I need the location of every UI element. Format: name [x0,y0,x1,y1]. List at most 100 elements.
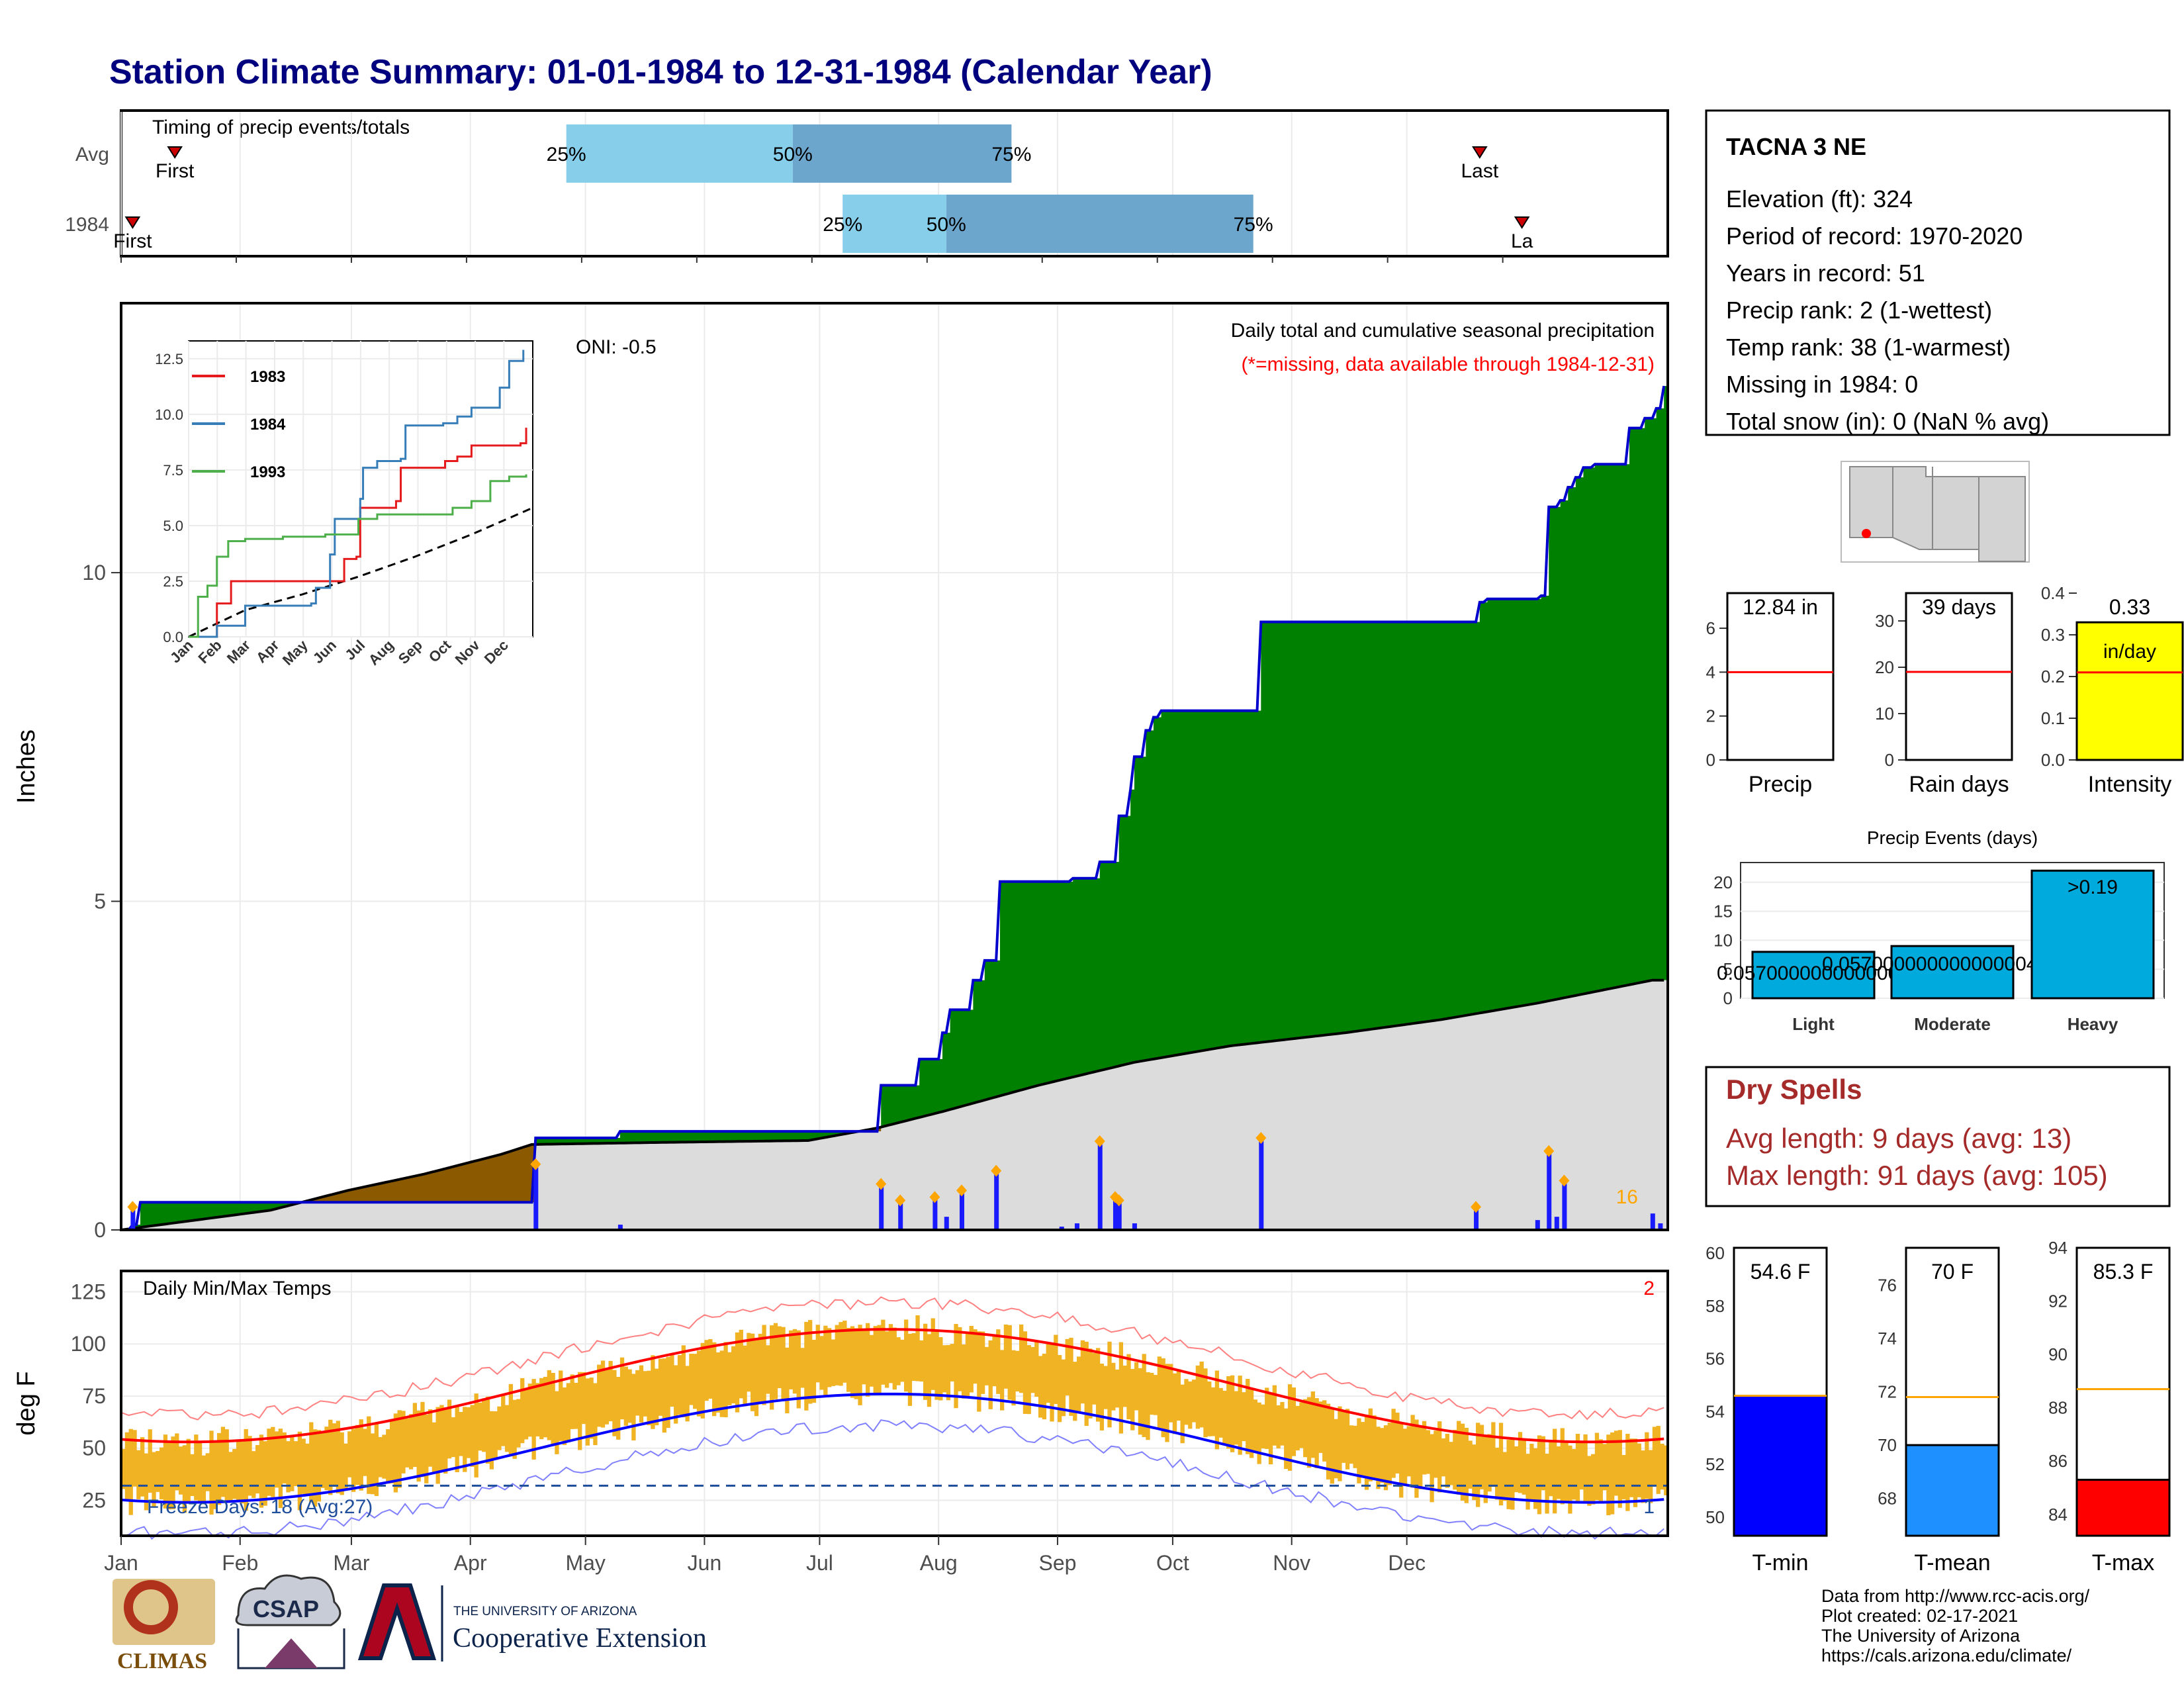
surplus-slice [1230,710,1235,1046]
average-fill-slice [900,1122,905,1230]
temp-value-bar [1905,1444,2000,1537]
surplus-slice [1349,622,1354,1033]
surplus-slice [1410,622,1415,1024]
surplus-slice [1326,622,1331,1035]
average-fill-slice [224,1216,229,1230]
surplus-slice [727,1131,732,1142]
deficit-slice [355,1188,360,1203]
daily-temp-bar [1015,1350,1020,1391]
surplus-slice [1299,622,1304,1039]
deficit-slice [527,1145,533,1203]
daily-temp-bar [681,1345,686,1418]
average-fill-slice [555,1144,559,1230]
precip-panel: 0 5 10 Daily total and cumulative seasonal… [13,302,1669,1242]
daily-temp-bar [1069,1337,1073,1416]
surplus-slice [167,1202,171,1224]
daily-temp-bar [393,1413,398,1493]
daily-temp-bar [1130,1369,1135,1430]
surplus-slice [190,1202,195,1221]
average-fill-slice [1476,1013,1480,1230]
temp-y-tick: 25 [82,1488,106,1512]
average-fill-slice [715,1141,721,1230]
daily-temp-bar [489,1411,494,1470]
daily-temp-bar [1084,1341,1089,1427]
surplus-slice [263,1202,267,1211]
record-min-line [120,1419,1664,1540]
temp-y-tick: 125 [71,1280,106,1303]
surplus-slice [1261,622,1265,1043]
daily-temp-bar [244,1429,248,1511]
daily-temp-bar [1126,1354,1131,1420]
daily-temp-bar [623,1366,628,1426]
daily-precip-bar [1547,1150,1552,1230]
average-fill-slice [1664,980,1668,1230]
page-title: Station Climate Summary: 01-01-1984 to 1… [109,53,1212,91]
average-fill-slice [1602,990,1607,1230]
average-fill-slice [597,1143,602,1230]
daily-temp-bar [923,1323,928,1400]
daily-temp-bar [723,1342,728,1418]
average-fill-slice [999,1096,1005,1230]
daily-temp-bar [1088,1348,1093,1419]
average-fill-slice [523,1202,529,1230]
average-fill-slice [1280,1040,1285,1230]
average-fill-slice [1391,1026,1396,1230]
temp-plot-bg [121,1271,1668,1536]
surplus-slice [543,1137,548,1145]
daily-temp-bar [919,1340,924,1382]
average-fill-slice [332,1202,337,1230]
surplus-slice [201,1202,206,1219]
surplus-slice [996,960,1001,1098]
daily-temp-bar [612,1370,617,1436]
daily-temp-bar [1172,1373,1177,1434]
daily-temp-bar [877,1325,882,1395]
temp-panel: 25 50 75 100 125 Daily Min/Max Temps 2 1 Fre… [13,1270,1669,1575]
average-fill-slice [1472,1014,1477,1230]
surplus-slice [1199,710,1204,1051]
average-fill-slice [1522,1006,1527,1230]
uofa-big-text: Cooperative Extension [453,1623,707,1654]
daily-temp-bar [839,1322,843,1386]
surplus-slice [1579,477,1584,995]
surplus-slice [731,1131,736,1142]
average-fill-slice [1406,1024,1412,1230]
daily-temp-bar [958,1327,962,1391]
average-cumulative-line [120,978,1664,1231]
daily-temp-bar [1203,1368,1208,1438]
surplus-slice [1430,622,1434,1021]
daily-temp-bar [927,1334,932,1407]
month-label: Jan [104,1551,138,1575]
average-fill-slice [639,1143,644,1230]
surplus-slice [666,1131,670,1143]
deficit-slice [443,1169,448,1203]
average-fill-slice [251,1213,256,1230]
deficit-slice [470,1162,475,1203]
daily-precip-marker [1113,1194,1124,1207]
daily-temp-bar [1617,1430,1622,1508]
surplus-slice [1095,878,1101,1072]
average-fill-slice [1126,1064,1131,1230]
average-fill-slice [527,1202,533,1230]
daily-temp-bar [312,1429,318,1507]
daily-temp-bar [942,1345,947,1393]
surplus-slice [1479,602,1484,1013]
average-fill-slice [205,1219,210,1230]
temp-bar-y-tick: 86 [2048,1451,2068,1471]
surplus-slice [674,1131,678,1143]
average-fill-slice [578,1143,582,1230]
deficit-slice [347,1190,352,1203]
surplus-slice [1165,710,1169,1057]
events-y-tick: 10 [1713,930,1733,950]
average-fill-slice [1246,1044,1250,1230]
surplus-slice [1541,595,1546,1003]
surplus-slice [670,1131,674,1143]
daily-temp-bar [278,1429,283,1509]
surplus-slice [835,1131,840,1136]
average-fill-slice [478,1202,482,1230]
deficit-slice [466,1163,471,1203]
surplus-slice [1222,710,1227,1047]
deficit-slice [332,1194,337,1203]
surplus-slice [627,1131,632,1143]
daily-temp-bar [1472,1444,1477,1501]
average-fill-slice [839,1135,843,1230]
